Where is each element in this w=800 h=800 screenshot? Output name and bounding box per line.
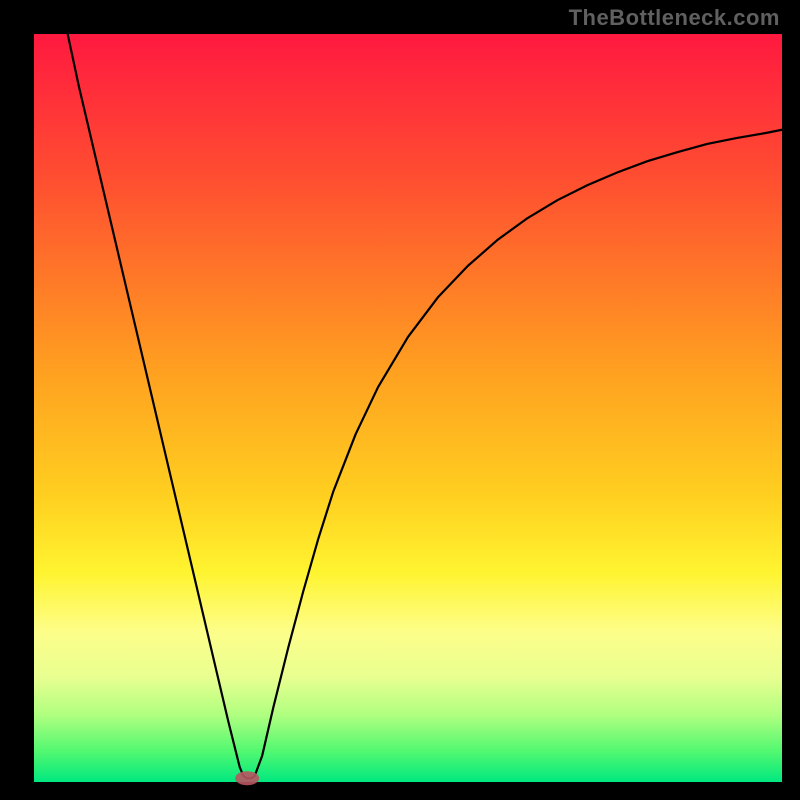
- plot-area: [34, 34, 782, 782]
- min-marker: [235, 771, 259, 785]
- bottleneck-chart: [0, 0, 800, 800]
- watermark-text: TheBottleneck.com: [569, 5, 780, 31]
